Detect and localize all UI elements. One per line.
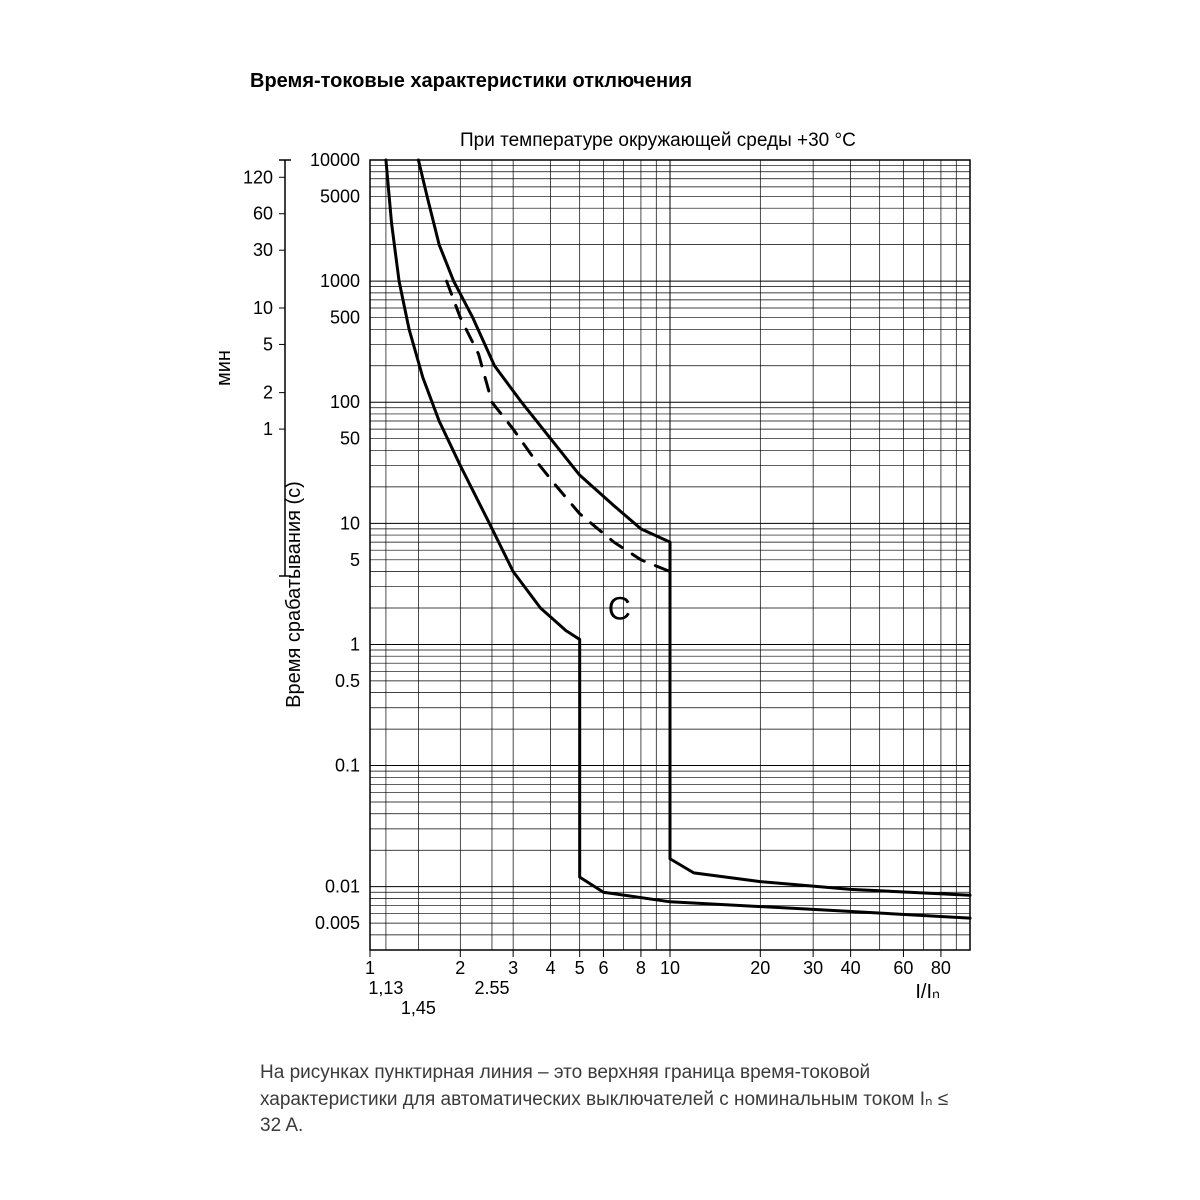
chart-svg: C12345681020304060801,131,452.55I/Iₙ0.00… [160, 150, 1040, 1020]
x-tick-label: 40 [841, 958, 861, 978]
x-tick-label: 5 [575, 958, 585, 978]
x-tick-label: 2 [455, 958, 465, 978]
y-tick-sec: 10000 [310, 150, 360, 170]
y-tick-sec: 500 [330, 308, 360, 328]
y-axis-label: Время срабатывания (с) [283, 481, 305, 708]
x-tick-label: 10 [660, 958, 680, 978]
x-tick-label: 1 [365, 958, 375, 978]
x-tick-label: 80 [931, 958, 951, 978]
y-tick-sec: 10 [340, 513, 360, 533]
x-tick-extra: 1,45 [401, 998, 436, 1018]
page-title: Время-токовые характеристики отключения [250, 70, 692, 93]
y-tick-min: 10 [253, 298, 273, 318]
y-tick-min: 5 [263, 334, 273, 354]
y-tick-min: 60 [253, 204, 273, 224]
x-tick-label: 3 [508, 958, 518, 978]
x-tick-label: 30 [803, 958, 823, 978]
y-tick-sec: 1000 [320, 271, 360, 291]
chart-subtitle: При температуре окружающей среды +30 °C [460, 130, 856, 152]
y-tick-min: 2 [263, 383, 273, 403]
y-tick-sec: 50 [340, 429, 360, 449]
y-tick-sec: 100 [330, 392, 360, 412]
y-tick-sec: 0.005 [315, 913, 360, 933]
x-tick-label: 20 [750, 958, 770, 978]
x-tick-extra: 1,13 [368, 978, 403, 998]
y-tick-min: 1 [263, 419, 273, 439]
x-tick-extra: 2.55 [474, 978, 509, 998]
y-tick-sec: 5000 [320, 186, 360, 206]
chart: C12345681020304060801,131,452.55I/Iₙ0.00… [160, 150, 1040, 1020]
footnote: На рисунках пунктирная линия – это верхн… [260, 1060, 960, 1140]
y-tick-sec: 0.1 [335, 756, 360, 776]
y-tick-min: 30 [253, 240, 273, 260]
x-tick-label: 8 [636, 958, 646, 978]
y-tick-sec: 0.01 [325, 877, 360, 897]
region-label: C [608, 591, 631, 627]
x-axis-label: I/Iₙ [915, 981, 940, 1003]
y2-axis-label: мин [213, 350, 235, 386]
page: Время-токовые характеристики отключения … [0, 0, 1200, 1200]
y-tick-sec: 1 [350, 634, 360, 654]
y-tick-min: 120 [243, 167, 273, 187]
y-tick-sec: 5 [350, 550, 360, 570]
x-tick-label: 4 [546, 958, 556, 978]
x-tick-label: 6 [598, 958, 608, 978]
x-tick-label: 60 [893, 958, 913, 978]
y-tick-sec: 0.5 [335, 671, 360, 691]
